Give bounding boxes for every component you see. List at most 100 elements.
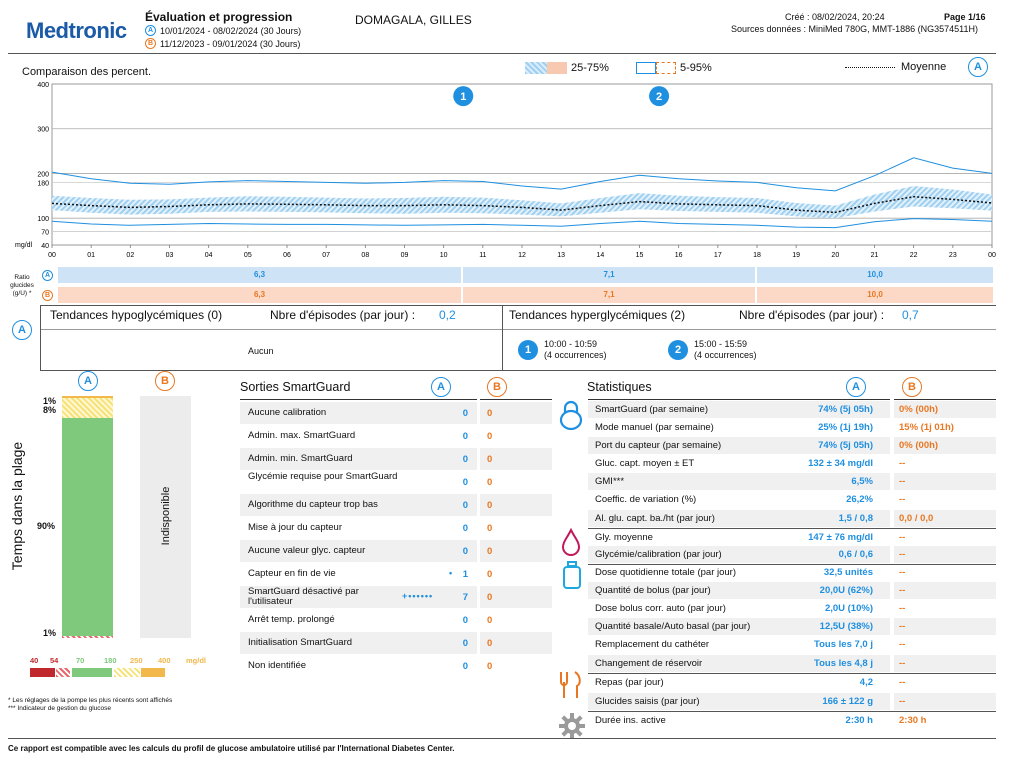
stats-row-bg-b [894,655,996,672]
x-tick-label: 00 [988,252,996,259]
smartguard-row-value-b: 0 [487,615,493,626]
smartguard-row-bg-b [480,632,552,654]
legend-mean: Moyenne [845,61,946,73]
smartguard-row-value-a: 0 [462,523,468,534]
x-tick-label: 15 [636,252,644,259]
ratio-b-2: 10,0 [757,287,993,303]
x-tick-label: 02 [126,252,134,259]
stats-row-bg-a [588,582,890,599]
gear-icon [559,713,585,739]
stats-row-value-a: 25% (1j 19h) [818,422,873,433]
stats-row-bg-a [588,473,890,490]
smartguard-row-value-a: 7 [462,592,468,603]
hyper-marker-2 [649,86,670,107]
ratio-label: Ratio glucides (g/U) * [4,274,40,298]
stats-row-label: Dose quotidienne totale (par jour) [595,567,737,578]
stats-row-value-b: -- [899,639,906,650]
created-date: Créé : 08/02/2024, 20:24 [785,12,885,22]
stats-group-sep [588,564,996,565]
smartguard-row-value-a: 0 [462,638,468,649]
x-tick-label: 11 [479,252,486,259]
stats-row-value-a: Tous les 7,0 j [814,639,873,650]
stats-row-label: Quantité basale/Auto basal (par jour) [595,621,751,632]
hyper-title: Tendances hyperglycémiques (2) [509,308,686,322]
trends-bottom-line [40,370,996,371]
smartguard-row-value-b: 0 [487,477,493,488]
smartguard-badge-a-icon: A [431,377,451,397]
stats-row-value-a: 147 ± 76 mg/dl [808,532,873,543]
dot-marker-icon: • [449,568,453,578]
stats-group-sep [588,673,996,674]
hyper-episodes-value: 0,7 [902,308,919,322]
ratio-badge-b-icon: B [42,290,53,301]
legend-iqr-swatch-b [547,62,567,74]
smartguard-row-bg-a [240,402,477,424]
hypo-episodes-value: 0,2 [439,308,456,322]
smartguard-row-bg-b [480,448,552,470]
tir-b-text: Indisponible [160,486,172,546]
tir-scale-swatch-very_low [30,668,55,677]
stats-row-label: Gly. moyenne [595,532,653,543]
x-tick-label: 18 [753,252,761,259]
stats-row-bg-a [588,546,890,563]
ratio-badge-a-icon: A [42,270,53,281]
x-tick-label: 17 [714,252,722,259]
hyper-item-2-time: 15:00 - 15:59 [694,339,748,349]
stats-row-value-b: 0,0 / 0,0 [899,513,934,524]
hyper-item-2: 2 15:00 - 15:59 (4 occurrences) [668,339,757,361]
legend-range-label: 5-95% [680,62,712,74]
smartguard-badge-b-icon: B [487,377,507,397]
smartguard-title: Sorties SmartGuard [240,380,351,394]
smartguard-row-value-a: 0 [462,661,468,672]
stats-row-value-b: -- [899,677,906,688]
tir-scale-label: 40 [30,656,39,665]
tir-scale-label: 400 [158,656,171,665]
hypo-title: Tendances hypoglycémiques (0) [50,308,223,322]
smartguard-row-value-b: 0 [487,569,493,580]
stats-row-bg-b [894,437,996,454]
mean-line [51,195,993,214]
p5-line [51,218,993,229]
smartguard-row-value-b: 0 [487,592,493,603]
ratio-label-3: (g/U) * [12,290,32,297]
smartguard-row-label: SmartGuard désactivé par l'utilisateur [248,586,359,607]
stats-row-label: GMI*** [595,476,625,487]
tir-pct-top1: 1% [43,396,57,406]
y-tick-label: 200 [37,171,49,178]
tir-segment-low [62,635,113,638]
stats-row-label: Repas (par jour) [595,677,664,688]
y-tick-label: 300 [37,127,49,134]
smartguard-row-value-b: 0 [487,523,493,534]
stats-row-value-a: 4,2 [859,677,873,688]
stats-row-bg-a [588,655,890,672]
smartguard-row-label: Non identifiée [248,660,307,671]
tir-pct-bot: 1% [43,628,57,638]
stats-row-value-a: 1,5 / 0,8 [838,513,873,524]
ratio-b-0: 6,3 [58,287,461,303]
stats-row-value-a: 6,5% [851,476,873,487]
tir-scale-label: 54 [50,656,59,665]
smartguard-row-label: Admin. min. SmartGuard [248,453,353,464]
tir-scale-swatch-low [56,668,70,677]
x-tick-label: 16 [675,252,683,259]
stats-row-label: Changement de réservoir [595,658,703,669]
trends-mid-line [40,329,996,330]
period-a-text: 10/01/2024 - 08/02/2024 (30 Jours) [160,25,302,36]
iqr-band [52,186,992,219]
smartguard-row-label: Aucune calibration [248,407,327,418]
trends-left-line [40,305,41,370]
smartguard-row-bg-a [240,632,477,654]
stats-row-label: SmartGuard (par semaine) [595,404,708,415]
lock-icon [559,400,583,430]
brand-logo: Medtronic [26,18,127,43]
smartguard-row-bg-a [240,586,477,608]
tir-scale-label: mg/dl [186,656,206,665]
tir-axis-label: Temps dans la plage [9,441,25,571]
smartguard-row-value-b: 0 [487,500,493,511]
stats-row-label: Dose bolus corr. auto (par jour) [595,603,726,614]
stats-row-value-b: -- [899,658,906,669]
stats-row-bg-b [894,693,996,710]
hyper-item-2-occ: (4 occurrences) [694,350,757,360]
x-tick-label: 04 [205,252,213,259]
